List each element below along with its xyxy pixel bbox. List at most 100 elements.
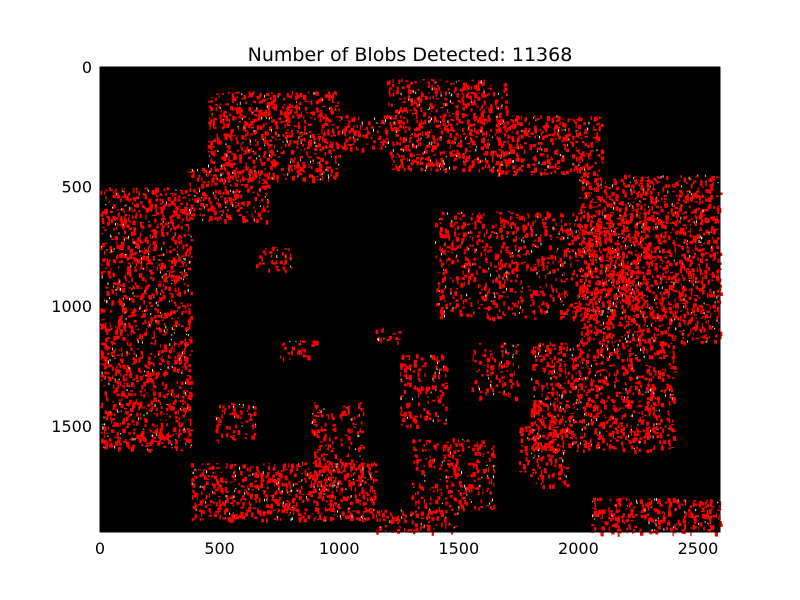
blob-mark — [574, 121, 578, 125]
blob-mark — [640, 205, 643, 210]
blob-mark — [284, 103, 286, 106]
blob-mark — [455, 112, 458, 117]
blob-mark — [175, 419, 179, 423]
blob-mark — [267, 104, 269, 105]
blob-mark — [664, 278, 668, 280]
blob-mark — [103, 439, 107, 443]
blob-mark — [298, 136, 300, 140]
blob-mark — [154, 377, 158, 379]
blob-mark — [173, 278, 178, 284]
blob-mark — [158, 396, 161, 398]
blob-mark — [653, 250, 657, 254]
blob-mark — [594, 180, 598, 183]
blob-mark — [712, 259, 715, 261]
blob-mark — [241, 147, 244, 151]
blob-mark — [595, 136, 599, 141]
blob-mark — [630, 213, 634, 218]
blob-mark — [381, 147, 383, 149]
blob-mark — [558, 166, 561, 168]
blob-mark — [642, 338, 645, 340]
blob-mark — [304, 100, 306, 103]
blob-mark — [112, 259, 117, 264]
blob-mark — [653, 184, 655, 190]
blob-mark — [627, 184, 630, 188]
blob-mark — [118, 378, 120, 381]
blob-mark — [699, 248, 701, 251]
blob-mark — [346, 114, 349, 120]
blob-mark — [636, 193, 640, 198]
blob-mark — [624, 209, 627, 214]
blob-mark — [416, 119, 418, 124]
blob-mark — [147, 224, 152, 228]
blob-mark — [497, 127, 501, 131]
blob-mark — [657, 205, 659, 209]
blob-mark — [631, 207, 635, 210]
blob-mark — [178, 343, 180, 348]
blob-mark — [344, 142, 347, 148]
blob-mark — [253, 165, 256, 169]
blob-mark — [318, 143, 321, 148]
blob-mark — [651, 261, 654, 267]
blob-mark — [127, 333, 129, 337]
blob-mark — [578, 243, 581, 246]
blob-mark — [115, 325, 117, 328]
blob-mark — [116, 244, 120, 249]
blob-mark — [502, 120, 504, 123]
blob-mark — [411, 159, 415, 162]
blob-mark — [378, 147, 380, 150]
blob-mark — [616, 255, 620, 260]
blob-mark — [107, 271, 111, 277]
blob-mark — [126, 352, 129, 357]
blob-mark — [282, 134, 285, 137]
blob-mark — [620, 245, 623, 248]
blob-mark — [136, 296, 139, 298]
blob-mark — [123, 417, 126, 422]
blob-mark — [128, 315, 132, 318]
blob-mark — [613, 341, 616, 343]
blob-mark — [220, 164, 222, 168]
blob-mark — [189, 418, 192, 424]
blob-mark — [606, 315, 608, 318]
blob-mark — [431, 131, 433, 134]
blob-mark — [130, 408, 133, 411]
blob-mark — [654, 221, 657, 226]
blob-mark — [647, 190, 649, 195]
blob-mark — [396, 142, 400, 145]
blob-mark — [124, 329, 127, 332]
blob-mark — [216, 168, 219, 172]
blob-mark — [631, 276, 633, 278]
blob-mark — [631, 279, 635, 284]
blob-mark — [291, 175, 296, 181]
blob-mark — [493, 150, 496, 153]
blob-mark — [262, 113, 264, 117]
blob-mark — [243, 126, 245, 129]
blob-mark — [257, 109, 261, 113]
blob-mark — [112, 282, 116, 284]
blob-mark — [110, 324, 112, 328]
blob-mark — [327, 128, 330, 134]
blob-mark — [155, 428, 159, 434]
blob-mark — [233, 153, 237, 158]
blob-mark — [349, 144, 353, 147]
blob-mark — [425, 131, 428, 136]
blob-mark — [659, 257, 663, 261]
blob-mark — [686, 247, 689, 249]
blob-mark — [618, 271, 621, 276]
blob-mark — [710, 229, 712, 233]
blob-mark — [677, 198, 681, 202]
blob-mark — [639, 258, 642, 261]
blob-mark — [345, 119, 347, 121]
blob-mark — [149, 324, 150, 326]
blob-mark — [693, 180, 697, 183]
blob-mark — [655, 256, 657, 260]
blob-mark — [581, 313, 583, 316]
blob-mark — [486, 94, 489, 97]
blob-mark — [418, 98, 420, 100]
blob-mark — [629, 233, 631, 239]
blob-mark — [665, 281, 668, 284]
blob-mark — [141, 385, 144, 390]
blob-mark — [125, 296, 129, 300]
blob-mark — [184, 258, 186, 261]
blob-mark — [130, 437, 133, 441]
blob-mark — [652, 284, 654, 287]
